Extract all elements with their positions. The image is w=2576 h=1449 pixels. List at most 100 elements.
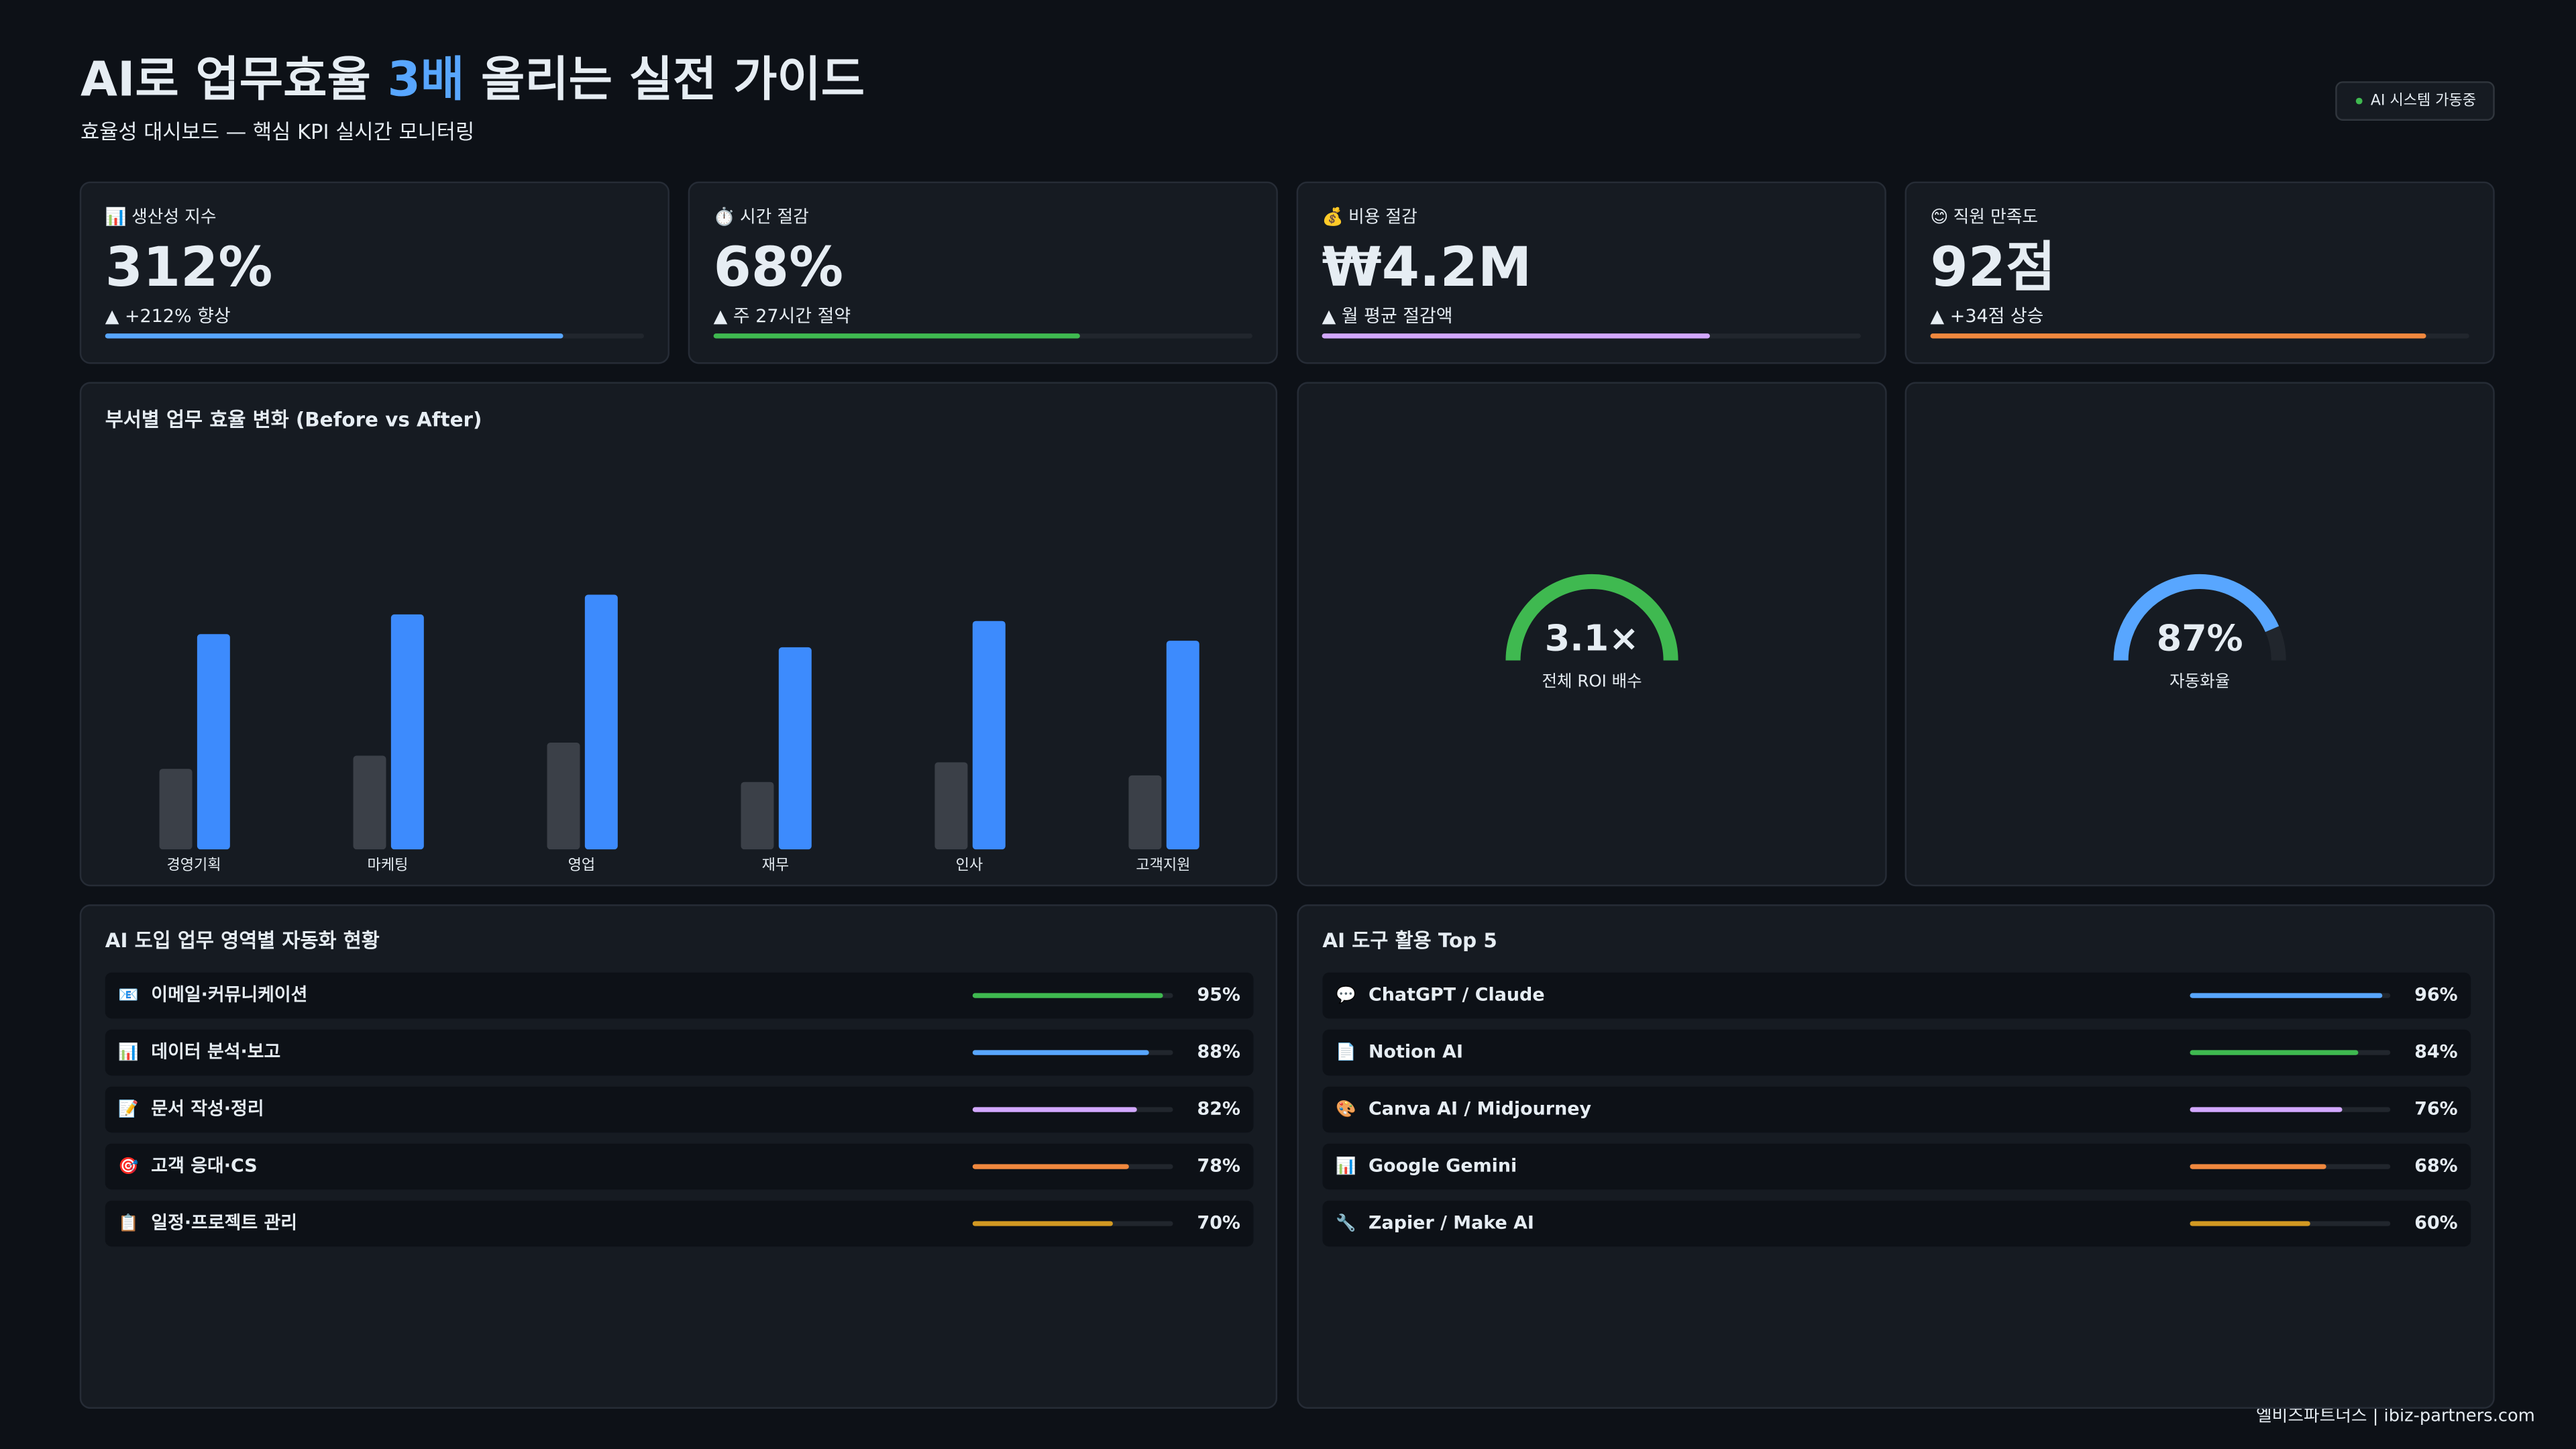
bar xyxy=(1128,775,1162,850)
x-tick-label: 고객지원 xyxy=(1136,857,1190,874)
title: AI로 업무효율 3배 올리는 실전 가이드 xyxy=(80,51,865,107)
row-label: 문서 작성·정리 xyxy=(151,1099,264,1120)
kpi-card xyxy=(1296,181,1886,364)
row-value: 68% xyxy=(2414,1156,2457,1177)
row-icon: 🔧 xyxy=(1336,1213,1356,1232)
row-value: 70% xyxy=(1197,1213,1240,1234)
bar xyxy=(390,614,424,850)
footer: 엘비즈파트너스 | ibiz-partners.com xyxy=(2256,1406,2535,1426)
bar xyxy=(159,769,193,850)
progress-bar xyxy=(713,333,1080,339)
row-value: 78% xyxy=(1197,1156,1240,1177)
bar xyxy=(353,755,386,850)
chart-title: 부서별 업무 효율 변화 (Before vs After) xyxy=(105,408,482,431)
kpi-value: 68% xyxy=(714,236,843,299)
status-dot xyxy=(2355,97,2363,105)
kpi-card xyxy=(688,181,1278,364)
bar xyxy=(547,742,580,850)
list-row xyxy=(105,972,1254,1019)
progress-bar xyxy=(1930,333,2426,339)
kpi-label: 😊 직원 만족도 xyxy=(1931,207,2039,227)
kpi-value: 92점 xyxy=(1931,236,2056,299)
bar xyxy=(584,594,618,850)
row-label: ChatGPT / Claude xyxy=(1368,985,1545,1006)
row-bar xyxy=(2190,1050,2359,1055)
gauge-arc xyxy=(2113,574,2279,661)
row-bar xyxy=(972,1164,1129,1169)
bar xyxy=(934,762,968,850)
list-row xyxy=(105,1086,1254,1133)
gauge-value: 87% xyxy=(2157,617,2243,659)
row-bar xyxy=(972,993,1163,998)
bar xyxy=(197,634,230,850)
kpi-value: ₩4.2M xyxy=(1322,236,1532,299)
row-bar xyxy=(2190,1164,2326,1169)
row-bar xyxy=(972,1107,1137,1112)
kpi-icon: ⏱️ xyxy=(714,206,735,227)
row-icon: 🎯 xyxy=(118,1156,138,1175)
list-row xyxy=(1322,972,2471,1019)
gauge-card xyxy=(1904,382,2495,887)
row-icon: 💬 xyxy=(1336,985,1356,1004)
list-row xyxy=(1322,1086,2471,1133)
row-label: 이메일·커뮤니케이션 xyxy=(151,985,307,1006)
x-tick-label: 재무 xyxy=(762,857,790,874)
list-row xyxy=(105,1029,1254,1076)
kpi-value: 312% xyxy=(105,236,273,299)
bar xyxy=(972,621,1006,850)
kpi-icon: 😊 xyxy=(1931,207,1949,227)
bar-chart-card xyxy=(79,382,1278,887)
row-bar xyxy=(972,1050,1149,1055)
status-badge xyxy=(2335,81,2495,121)
row-value: 95% xyxy=(1197,985,1240,1006)
status-text: AI 시스템 가동중 xyxy=(2371,93,2476,109)
row-icon: 🎨 xyxy=(1336,1099,1356,1118)
bar xyxy=(778,647,812,850)
row-icon: 📊 xyxy=(1336,1156,1356,1175)
gauge-card xyxy=(1297,382,1887,887)
bar xyxy=(1166,641,1199,850)
row-bar xyxy=(972,1221,1113,1226)
progress-bar xyxy=(105,333,564,339)
row-label: 고객 응대·CS xyxy=(151,1156,257,1177)
list-title: AI 도구 활용 Top 5 xyxy=(1322,929,1497,952)
row-icon: 📧 xyxy=(118,985,138,1004)
kpi-delta: ▲ +212% 향상 xyxy=(105,306,231,327)
gauge-value: 3.1× xyxy=(1545,617,1640,659)
row-icon: 📋 xyxy=(118,1213,138,1232)
kpi-label: 📊 생산성 지수 xyxy=(105,206,217,227)
kpi-icon: 📊 xyxy=(105,206,127,227)
kpi-label-text: 시간 절감 xyxy=(740,207,809,227)
row-label: 데이터 분석·보고 xyxy=(151,1042,280,1063)
list-row xyxy=(1322,1143,2471,1190)
row-label: Canva AI / Midjourney xyxy=(1368,1099,1591,1120)
list-row xyxy=(1322,1029,2471,1076)
gauge-label: 전체 ROI 배수 xyxy=(1542,671,1642,690)
x-tick-label: 경영기획 xyxy=(166,857,221,874)
progress-bar xyxy=(1322,333,1710,339)
kpi-label-text: 직원 만족도 xyxy=(1953,207,2038,227)
row-label: Google Gemini xyxy=(1368,1156,1517,1177)
kpi-label: 💰 비용 절감 xyxy=(1322,206,1417,227)
kpi-label-text: 생산성 지수 xyxy=(131,207,216,227)
row-icon: 📄 xyxy=(1336,1042,1356,1061)
list-row xyxy=(1322,1200,2471,1247)
row-bar xyxy=(2190,1107,2343,1112)
bar xyxy=(741,782,774,850)
row-value: 82% xyxy=(1197,1099,1240,1120)
row-value: 84% xyxy=(2414,1042,2457,1063)
subtitle: 효율성 대시보드 — 핵심 KPI 실시간 모니터링 xyxy=(80,121,474,144)
row-value: 60% xyxy=(2414,1213,2457,1234)
list-title: AI 도입 업무 영역별 자동화 현황 xyxy=(105,929,380,952)
row-value: 88% xyxy=(1197,1042,1240,1063)
kpi-delta: ▲ 월 평균 절감액 xyxy=(1322,306,1453,327)
kpi-card xyxy=(79,181,669,364)
x-tick-label: 마케팅 xyxy=(368,857,409,874)
row-icon: 📊 xyxy=(118,1042,138,1061)
row-value: 96% xyxy=(2414,985,2457,1006)
x-tick-label: 영업 xyxy=(568,857,596,874)
title-part: AI로 업무효율 xyxy=(80,51,388,107)
kpi-label-text: 비용 절감 xyxy=(1348,207,1417,227)
